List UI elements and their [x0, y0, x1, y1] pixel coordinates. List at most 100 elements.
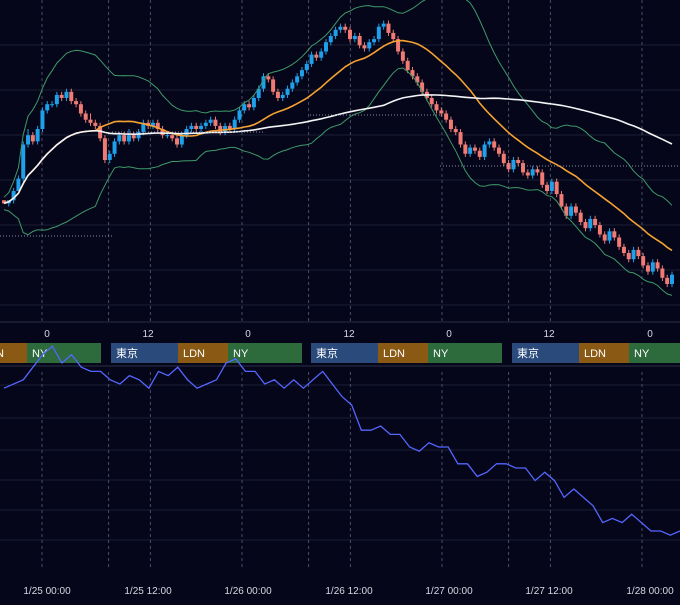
- candle-body: [295, 76, 300, 83]
- candle-body: [299, 70, 304, 77]
- moving-average-mid: [3, 39, 673, 252]
- candle-body: [112, 141, 117, 154]
- candle-body: [487, 141, 492, 145]
- candle-body: [227, 125, 232, 129]
- candle-body: [189, 125, 194, 129]
- candle-body: [328, 36, 333, 43]
- candle-body: [482, 144, 487, 157]
- candle-body: [453, 129, 458, 133]
- candle-body: [208, 119, 213, 123]
- candle-body: [160, 129, 165, 136]
- candle-body: [141, 122, 146, 133]
- candle-body: [559, 194, 564, 207]
- candle-body: [237, 110, 242, 120]
- session-band: [428, 343, 502, 363]
- candle-body: [256, 88, 261, 98]
- candle-body: [69, 91, 74, 102]
- candle-body: [64, 91, 69, 98]
- session-band: [512, 343, 579, 363]
- date-tick-label: 1/25 00:00: [23, 586, 71, 597]
- candle-body: [40, 110, 45, 129]
- candle-body: [372, 39, 377, 43]
- session-band: [27, 343, 101, 363]
- candle-body: [578, 212, 583, 222]
- candle-body: [251, 98, 256, 108]
- candle-body: [199, 125, 204, 129]
- candle-body: [21, 144, 26, 179]
- candle-body: [492, 141, 497, 148]
- candle-body: [343, 26, 348, 30]
- session-band: [178, 343, 228, 363]
- hour-tick-label: 0: [44, 329, 50, 340]
- candle-body: [511, 160, 516, 170]
- candle-body: [271, 79, 276, 92]
- candle-body: [74, 101, 79, 105]
- candle-body: [16, 178, 21, 191]
- session-band: [629, 343, 680, 363]
- bollinger-lower-band: [3, 67, 673, 296]
- candle-body: [314, 54, 319, 58]
- candle-body: [400, 51, 405, 61]
- candle-body: [122, 135, 127, 142]
- candle-body: [612, 231, 617, 238]
- candle-body: [501, 153, 506, 164]
- candle-body: [521, 163, 526, 173]
- candle-body: [626, 253, 631, 260]
- candle-body: [535, 169, 540, 173]
- date-tick-label: 1/25 12:00: [124, 586, 172, 597]
- candle-body: [78, 104, 83, 114]
- candle-body: [54, 94, 59, 105]
- candle-body: [304, 63, 309, 71]
- date-tick-label: 1/26 00:00: [224, 586, 272, 597]
- date-tick-label: 1/26 12:00: [325, 586, 373, 597]
- candle-body: [280, 94, 285, 98]
- candle-body: [650, 262, 655, 272]
- candle-body: [242, 104, 247, 111]
- candle-body: [30, 135, 35, 142]
- candle-body: [583, 222, 588, 229]
- candle-body: [660, 268, 665, 278]
- candle-body: [665, 277, 670, 284]
- candle-body: [525, 172, 530, 176]
- candle-body: [641, 256, 646, 266]
- session-band: [0, 343, 27, 363]
- candle-body: [540, 172, 545, 185]
- candle-body: [59, 94, 64, 98]
- session-label: LDN: [183, 348, 205, 360]
- session-label: 東京: [116, 346, 138, 360]
- candle-body: [410, 70, 415, 77]
- candle-body: [285, 88, 290, 95]
- candle-body: [26, 135, 31, 145]
- candle-body: [496, 147, 501, 154]
- candle-body: [458, 132, 463, 145]
- candle-body: [150, 122, 155, 126]
- bollinger-upper-band: [3, 0, 673, 206]
- candle-body: [194, 125, 199, 129]
- candle-body: [645, 265, 650, 272]
- candle-body: [593, 218, 598, 226]
- candle-body: [266, 76, 271, 80]
- candle-body: [2, 200, 6, 204]
- hour-tick-label: 12: [543, 329, 555, 340]
- candle-body: [439, 110, 444, 114]
- candle-body: [136, 132, 141, 139]
- candle-body: [179, 135, 184, 145]
- candle-body: [247, 104, 252, 108]
- candle-body: [45, 104, 50, 111]
- session-band: [579, 343, 629, 363]
- session-band: [378, 343, 428, 363]
- candle-body: [573, 206, 578, 213]
- candle-body: [175, 138, 180, 145]
- candle-body: [448, 119, 453, 129]
- candle-body: [405, 60, 410, 71]
- session-label: LDN: [383, 348, 405, 360]
- candle-body: [83, 113, 88, 120]
- candle-body: [655, 262, 660, 269]
- candle-body: [569, 206, 574, 216]
- session-label: NY: [233, 348, 249, 360]
- session-label: NY: [634, 348, 650, 360]
- candle-body: [554, 181, 559, 195]
- candle-body: [348, 29, 353, 40]
- candle-body: [506, 163, 511, 170]
